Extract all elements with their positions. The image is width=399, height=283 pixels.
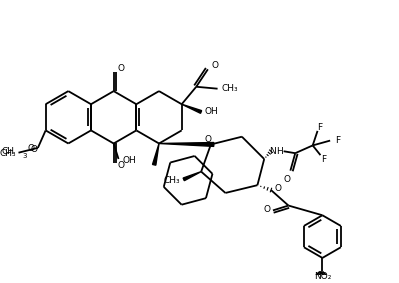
Text: O: O xyxy=(283,175,290,185)
Text: OH: OH xyxy=(205,108,219,117)
Text: CH₃: CH₃ xyxy=(163,176,180,185)
Text: OH: OH xyxy=(122,156,136,166)
Text: O: O xyxy=(30,145,38,154)
Text: F: F xyxy=(317,123,322,132)
Text: O: O xyxy=(275,184,282,193)
Text: H: H xyxy=(276,147,282,156)
Text: CH₃: CH₃ xyxy=(221,84,238,93)
Text: O: O xyxy=(118,161,125,170)
Polygon shape xyxy=(183,171,201,181)
Polygon shape xyxy=(182,104,201,113)
Text: F: F xyxy=(335,136,340,145)
Polygon shape xyxy=(152,143,159,165)
Text: 3: 3 xyxy=(22,153,27,158)
Text: O: O xyxy=(204,135,211,144)
Text: NO₂: NO₂ xyxy=(314,273,331,282)
Text: O: O xyxy=(263,205,270,214)
Text: CH: CH xyxy=(2,147,15,156)
Polygon shape xyxy=(159,143,214,146)
Text: CH₃: CH₃ xyxy=(0,149,16,158)
Text: N: N xyxy=(269,147,276,156)
Text: O: O xyxy=(118,64,125,73)
Text: F: F xyxy=(321,155,326,164)
Text: O: O xyxy=(28,144,35,153)
Text: O: O xyxy=(212,61,219,70)
